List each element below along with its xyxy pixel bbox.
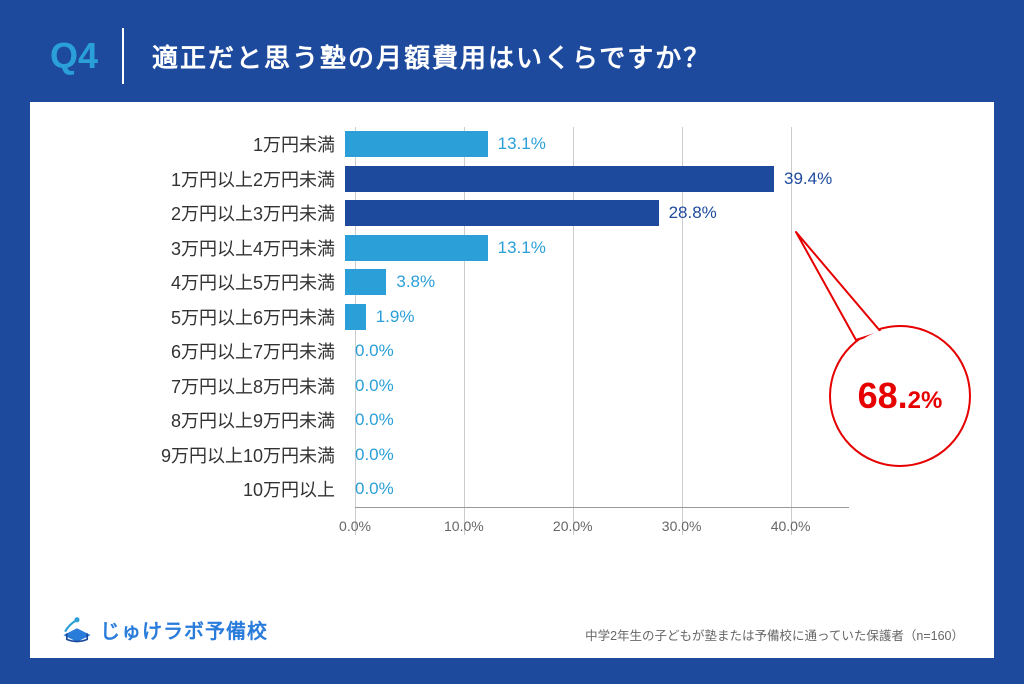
category-label: 7万円以上8万円未満: [60, 373, 345, 399]
category-label: 2万円以上3万円未満: [60, 200, 345, 226]
value-label: 1.9%: [376, 307, 415, 327]
value-label: 0.0%: [355, 445, 394, 465]
bar: [345, 304, 366, 330]
category-label: 4万円以上5万円未満: [60, 269, 345, 295]
category-label: 6万円以上7万円未満: [60, 338, 345, 364]
bar: [345, 166, 774, 192]
bar: [345, 235, 488, 261]
category-label: 8万円以上9万円未満: [60, 407, 345, 433]
header: Q4 適正だと思う塾の月額費用はいくらですか？: [0, 0, 1024, 102]
bar: [345, 131, 488, 157]
value-label: 13.1%: [498, 134, 546, 154]
value-label: 3.8%: [396, 272, 435, 292]
value-label: 0.0%: [355, 376, 394, 396]
logo-text: じゅけラボ予備校: [100, 615, 268, 644]
category-label: 9万円以上10万円未満: [60, 442, 345, 468]
brand-logo: じゅけラボ予備校: [60, 615, 268, 644]
bar: [345, 200, 659, 226]
footer-note: 中学2年生の子どもが塾または予備校に通っていた保護者（n=160）: [585, 625, 964, 644]
callout-value: 68.2%: [858, 375, 943, 417]
category-label: 3万円以上4万円未満: [60, 235, 345, 261]
value-label: 13.1%: [498, 238, 546, 258]
chart-row: 1万円未満 13.1%: [60, 127, 964, 162]
value-label: 0.0%: [355, 479, 394, 499]
chart-card: 1万円未満 13.1% 1万円以上2万円未満 39.4% 2万円以上3万円未満 28.8%…: [30, 102, 994, 658]
question-title: 適正だと思う塾の月額費用はいくらですか？: [152, 38, 711, 75]
value-label: 0.0%: [355, 410, 394, 430]
x-axis-labels: 0.0%10.0%20.0%30.0%40.0%: [355, 512, 849, 542]
value-label: 39.4%: [784, 169, 832, 189]
chart-row: 3万円以上4万円未満 13.1%: [60, 231, 964, 266]
category-label: 1万円未満: [60, 131, 345, 157]
callout-bubble: 68.2%: [826, 322, 974, 470]
chart-row: 2万円以上3万円未満 28.8%: [60, 196, 964, 231]
category-label: 10万円以上: [60, 476, 345, 502]
category-label: 1万円以上2万円未満: [60, 166, 345, 192]
x-axis-baseline: [355, 507, 849, 508]
logo-icon: [60, 616, 94, 644]
question-number: Q4: [50, 35, 122, 77]
bar: [345, 269, 386, 295]
header-divider: [122, 28, 124, 84]
chart-row: 1万円以上2万円未満 39.4%: [60, 162, 964, 197]
value-label: 0.0%: [355, 341, 394, 361]
category-label: 5万円以上6万円未満: [60, 304, 345, 330]
card-footer: じゅけラボ予備校 中学2年生の子どもが塾または予備校に通っていた保護者（n=16…: [60, 615, 964, 644]
chart-row: 10万円以上 0.0%: [60, 472, 964, 507]
value-label: 28.8%: [669, 203, 717, 223]
